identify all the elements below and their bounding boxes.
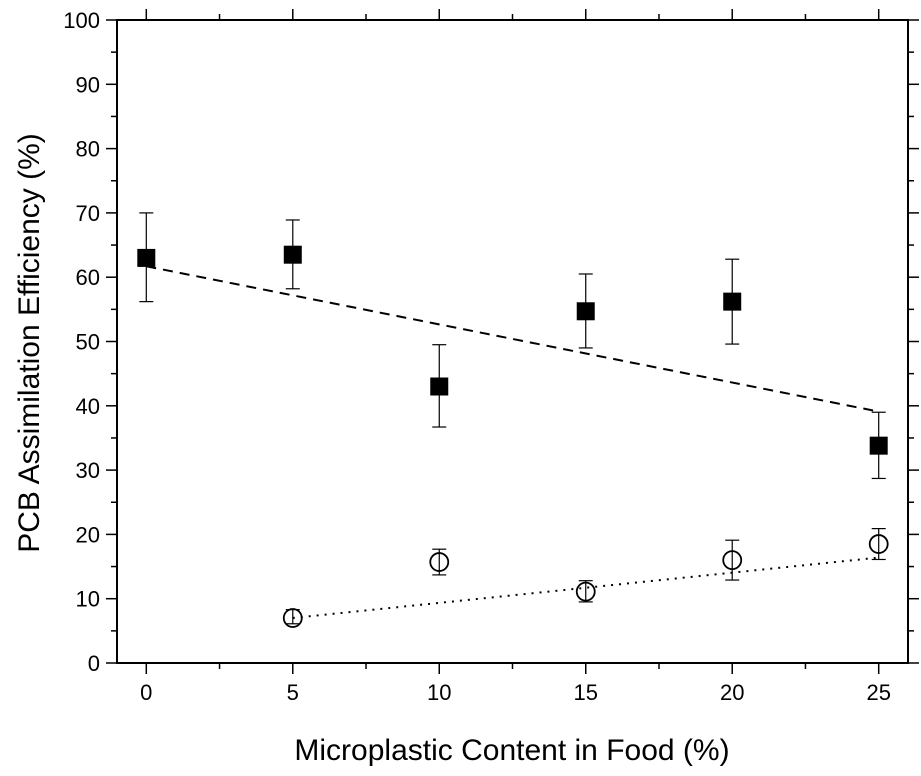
error-bars: [139, 212, 886, 625]
y-tick-label: 10: [76, 587, 100, 612]
data-point-circle: [575, 581, 596, 602]
y-tick-label: 40: [76, 394, 100, 419]
y-tick-label: 70: [76, 201, 100, 226]
y-tick-label: 30: [76, 458, 100, 483]
trend-line-1: [146, 265, 879, 413]
y-tick-labels: 0 10 20 30 40 50 60 70 80 90 100: [63, 8, 100, 676]
x-tick-labels: 0 5 10 15 20 25: [140, 680, 891, 705]
x-tick-label: 0: [140, 680, 152, 705]
y-tick-label: 0: [88, 651, 100, 676]
x-axis-title: Microplastic Content in Food (%): [294, 734, 729, 767]
data-point-circle: [282, 608, 303, 628]
y-tick-label: 90: [76, 72, 100, 97]
y-tick-label: 20: [76, 522, 100, 547]
data-point-circle: [722, 550, 743, 571]
y-axis-title: PCB Assimilation Efficiency (%): [13, 133, 46, 553]
data-point-square: [723, 292, 742, 311]
data-point-square: [576, 302, 595, 321]
data-point-square: [137, 248, 156, 267]
y-tick-label: 80: [76, 137, 100, 162]
data-point-square: [869, 436, 888, 455]
trend-lines: [146, 265, 879, 619]
x-tick-label: 5: [287, 680, 299, 705]
major-ticks: [106, 9, 919, 674]
data-point-circle: [868, 534, 889, 554]
x-tick-label: 20: [720, 680, 744, 705]
y-tick-label: 100: [63, 8, 100, 33]
data-point-square: [283, 245, 302, 264]
x-tick-label: 10: [427, 680, 451, 705]
plot-frame: [116, 19, 909, 664]
y-tick-label: 50: [76, 330, 100, 355]
data-point-square: [430, 377, 449, 396]
y-tick-label: 60: [76, 265, 100, 290]
x-tick-label: 15: [573, 680, 597, 705]
x-tick-label: 25: [866, 680, 890, 705]
data-point-circle: [429, 552, 450, 572]
data-points: [137, 245, 889, 628]
minor-ticks: [111, 14, 914, 669]
